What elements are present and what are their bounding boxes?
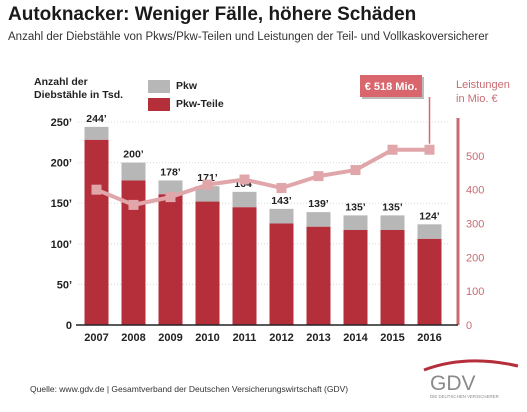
y-left-tick-label: 250’ (51, 117, 72, 129)
legend-item-pkw: Pkw (148, 78, 224, 94)
line-point-leistungen (202, 179, 213, 190)
line-point-leistungen (387, 144, 398, 155)
y-left-tick-label: 100’ (51, 239, 72, 251)
y-right-tick-label: 400 (466, 185, 484, 197)
bar-pkw (306, 212, 331, 227)
bar-pkw (195, 186, 220, 202)
line-point-leistungen (239, 174, 250, 185)
bar-total-label: 124’ (419, 210, 440, 222)
line-point-leistungen (276, 182, 287, 193)
bar-pkw (417, 224, 442, 239)
y-right-tick-label: 500 (466, 151, 484, 163)
bar-pkw-teile (343, 229, 368, 325)
bar-total-label: 171’ (197, 172, 218, 184)
y-axis-right-label: Leistungen in Mio. € (456, 79, 510, 105)
x-tick-label: 2014 (343, 332, 368, 344)
bar-total-label: 143’ (271, 195, 292, 207)
bar-pkw (121, 162, 146, 181)
bar-pkw-teile (269, 223, 294, 325)
bar-pkw (232, 191, 257, 208)
x-tick-label: 2016 (417, 332, 441, 344)
x-tick-label: 2008 (121, 332, 145, 344)
gdv-logo: GDV DIE DEUTSCHEN VERSICHERER (423, 359, 519, 399)
logo-swoosh (423, 359, 519, 372)
line-point-leistungen (313, 171, 324, 182)
x-tick-label: 2007 (84, 332, 108, 344)
bar-total-label: 139’ (308, 198, 329, 210)
y-left-tick-label: 50’ (57, 279, 72, 291)
y-left-tick-label: 0 (66, 320, 72, 332)
logo-text: GDV (430, 372, 476, 395)
bar-pkw-teile (380, 229, 405, 325)
line-leistungen (95, 147, 430, 207)
bar-total-label: 200’ (123, 149, 144, 161)
y-left-tick-label: 200’ (51, 158, 72, 170)
bar-pkw (84, 126, 109, 140)
line-point-leistungen (424, 144, 435, 155)
legend-swatch-pkw (148, 79, 170, 93)
y-right-tick-label: 100 (466, 286, 484, 298)
bar-pkw-teile (195, 201, 220, 325)
y-axis-left-label: Anzahl der Diebstähle in Tsd. (34, 76, 124, 101)
bar-total-label: 135’ (382, 201, 403, 213)
bar-pkw-teile (84, 139, 109, 325)
callout-label: € 518 Mio. (365, 81, 418, 93)
bar-pkw (158, 180, 183, 195)
chart-subtitle: Anzahl der Diebstähle von Pkws/Pkw-Teile… (8, 31, 489, 43)
x-tick-label: 2011 (233, 332, 257, 344)
bar-total-label: 135’ (345, 201, 366, 213)
legend-item-pkw-teile: Pkw-Teile (148, 96, 224, 112)
x-tick-label: 2012 (269, 332, 293, 344)
y-right-tick-label: 300 (466, 219, 484, 231)
bar-pkw-teile (306, 226, 331, 325)
bar-total-label: 244’ (86, 113, 107, 125)
x-tick-label: 2010 (195, 332, 219, 344)
line-point-leistungen (91, 184, 102, 195)
line-point-leistungen (165, 192, 176, 203)
legend-label-pkw: Pkw (176, 80, 198, 92)
bar-total-label: 178’ (160, 166, 181, 178)
callout-box (360, 75, 422, 97)
x-tick-label: 2009 (158, 332, 182, 344)
y-right-tick-label: 0 (466, 320, 472, 332)
bar-pkw (343, 215, 368, 230)
legend: Pkw Pkw-Teile (148, 78, 224, 114)
legend-swatch-pkw-teile (148, 97, 170, 111)
line-point-leistungen (128, 199, 139, 210)
bar-pkw-teile (232, 207, 257, 325)
y-left-tick-label: 150’ (51, 198, 72, 210)
logo-tagline: DIE DEUTSCHEN VERSICHERER (430, 394, 499, 399)
x-tick-label: 2015 (380, 332, 404, 344)
bar-pkw (269, 208, 294, 224)
bar-pkw-teile (417, 238, 442, 325)
bar-pkw-teile (158, 194, 183, 325)
source-note: Quelle: www.gdv.de | Gesamtverband der D… (30, 384, 349, 394)
line-point-leistungen (350, 165, 361, 176)
legend-label-pkw-teile: Pkw-Teile (176, 98, 224, 110)
y-right-tick-label: 200 (466, 252, 484, 264)
x-tick-label: 2013 (306, 332, 330, 344)
chart-title: Autoknacker: Weniger Fälle, höhere Schäd… (8, 4, 417, 25)
bar-pkw (380, 215, 405, 230)
